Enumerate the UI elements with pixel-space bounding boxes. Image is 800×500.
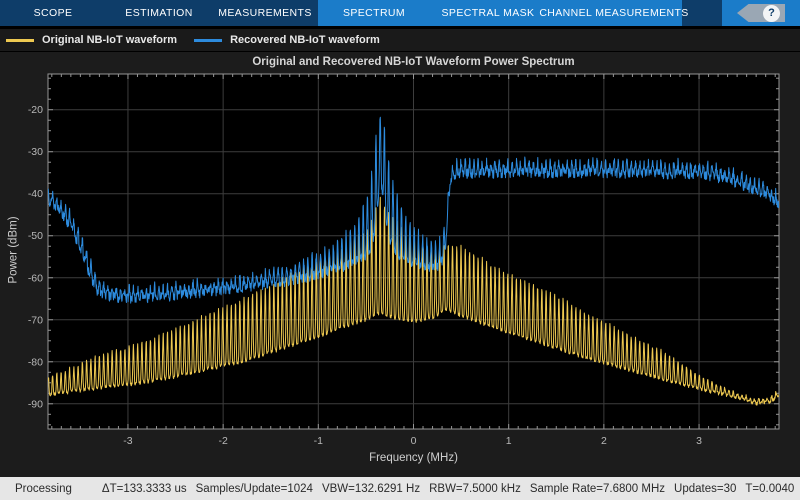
legend-item-original[interactable]: Original NB-IoT waveform [6, 34, 177, 46]
collapse-arrow-icon[interactable]: ? [737, 4, 785, 22]
tab-estimation[interactable]: ESTIMATION [125, 7, 193, 19]
help-icon[interactable]: ? [763, 4, 780, 22]
tab-spectrum[interactable]: SPECTRUM [318, 0, 430, 26]
toolstrip: SCOPE ESTIMATION MEASUREMENTS SPECTRUM S… [0, 0, 800, 26]
x-axis-label: Frequency (MHz) [369, 452, 458, 464]
svg-text:-30: -30 [28, 146, 43, 158]
legend-line-yellow-icon [6, 38, 34, 42]
legend-label-original: Original NB-IoT waveform [42, 34, 178, 46]
tab-spectral-mask[interactable]: SPECTRAL MASK [430, 0, 546, 26]
tab-scope[interactable]: SCOPE [33, 7, 73, 19]
status-vbw: VBW=132.6291 Hz [321, 482, 421, 495]
tab-channel-measurements[interactable]: CHANNEL MEASUREMENTS [539, 0, 688, 26]
status-bar: Processing ΔT=133.3333 us Samples/Update… [0, 477, 800, 500]
svg-text:3: 3 [696, 435, 702, 447]
svg-text:-70: -70 [28, 314, 43, 326]
svg-text:0: 0 [411, 435, 417, 447]
tab-measurements[interactable]: MEASUREMENTS [218, 7, 312, 19]
figure-area: Original and Recovered NB-IoT Waveform P… [0, 52, 800, 477]
svg-text:2: 2 [601, 435, 607, 447]
status-time: T=0.0040 [745, 482, 795, 495]
svg-text:-3: -3 [123, 435, 132, 447]
status-rbw: RBW=7.5000 kHz [429, 482, 521, 495]
status-sample-rate: Sample Rate=7.6800 MHz [529, 482, 666, 495]
legend: Original NB-IoT waveform Recovered NB-Io… [0, 29, 800, 52]
status-state: Processing [15, 482, 72, 495]
legend-line-blue-icon [194, 38, 223, 42]
svg-text:-1: -1 [314, 435, 323, 447]
svg-text:-80: -80 [28, 356, 43, 368]
toolstrip-divider [0, 26, 800, 29]
status-delta-t: ΔT=133.3333 us [101, 482, 187, 495]
svg-text:-20: -20 [28, 104, 43, 116]
y-axis-label: Power (dBm) [7, 216, 20, 284]
help-area: ? [722, 0, 800, 26]
toolstrip-spacer [682, 0, 722, 26]
svg-text:-50: -50 [28, 230, 43, 242]
svg-text:-90: -90 [28, 398, 43, 410]
svg-text:-60: -60 [28, 272, 43, 284]
svg-text:-40: -40 [28, 188, 43, 200]
status-samples-per-update: Samples/Update=1024 [195, 482, 313, 495]
plot-title: Original and Recovered NB-IoT Waveform P… [252, 56, 575, 68]
svg-text:-2: -2 [218, 435, 227, 447]
spectrum-plot[interactable]: -3 -2 -1 0 1 2 3 -20 -30 -40 -50 -60 -70 -80 -90 [0, 52, 800, 477]
legend-label-recovered: Recovered NB-IoT waveform [230, 34, 380, 46]
help-glyph: ? [768, 7, 775, 19]
svg-text:1: 1 [506, 435, 512, 447]
legend-item-recovered[interactable]: Recovered NB-IoT waveform [194, 34, 380, 46]
status-updates: Updates=30 [674, 482, 737, 495]
